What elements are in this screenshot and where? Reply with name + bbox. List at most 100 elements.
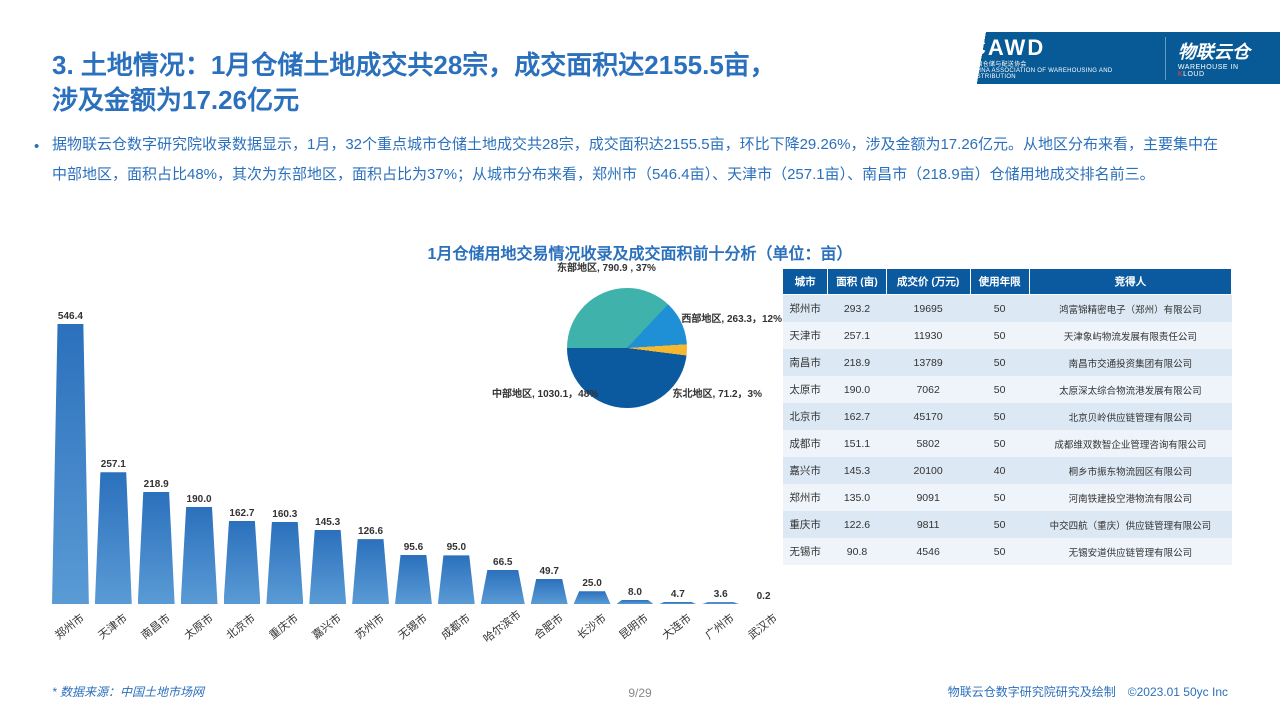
table-cell: 太原深太综合物流港发展有限公司 xyxy=(1029,376,1231,403)
data-source: * 数据来源：中国土地市场网 xyxy=(52,683,204,700)
table-cell: 无锡市 xyxy=(783,538,828,565)
table-cell: 南昌市交通投资集团有限公司 xyxy=(1029,349,1231,376)
bar-rect xyxy=(95,472,132,604)
table-row: 南昌市218.91378950南昌市交通投资集团有限公司 xyxy=(783,349,1232,376)
table-cell: 河南铁建投空港物流有限公司 xyxy=(1029,484,1231,511)
chart-title: 1月仓储用地交易情况收录及成交面积前十分析（单位：亩） xyxy=(0,240,1280,264)
bar-value: 145.3 xyxy=(315,517,340,528)
table-cell: 293.2 xyxy=(828,295,886,323)
table-cell: 南昌市 xyxy=(783,349,828,376)
wulian-logo: 物联云仓 WAREHOUSE IN KLOUD xyxy=(1178,38,1265,78)
table-cell: 90.8 xyxy=(828,538,886,565)
table-cell: 190.0 xyxy=(828,376,886,403)
bar-label: 长沙市 xyxy=(573,610,609,643)
table-cell: 郑州市 xyxy=(783,295,828,323)
bar-rect xyxy=(481,570,525,604)
table-row: 天津市257.11193050天津象屿物流发展有限责任公司 xyxy=(783,322,1232,349)
bar-item: 66.5哈尔滨市 xyxy=(481,557,525,626)
bar-label: 昆明市 xyxy=(616,610,652,643)
bar-rect xyxy=(617,600,654,604)
bar-item: 160.3重庆市 xyxy=(266,509,303,626)
cawd-logo: CAWD 中国仓储与配送协会 CHINA ASSOCIATION OF WARE… xyxy=(970,37,1166,80)
copyright: 物联云仓数字研究院研究及绘制 ©2023.01 50yc Inc xyxy=(948,683,1228,700)
table-cell: 50 xyxy=(970,349,1029,376)
bar-label: 哈尔滨市 xyxy=(479,606,524,646)
bar-value: 95.6 xyxy=(404,542,423,553)
table-cell: 成都市 xyxy=(783,430,828,457)
bar-item: 3.6广州市 xyxy=(702,589,739,626)
table-cell: 4546 xyxy=(886,538,970,565)
table-cell: 50 xyxy=(970,295,1029,323)
bar-label: 大连市 xyxy=(659,610,695,643)
bar-rect xyxy=(181,507,218,604)
table-cell: 40 xyxy=(970,457,1029,484)
bar-rect xyxy=(659,602,696,604)
table-cell: 天津象屿物流发展有限责任公司 xyxy=(1029,322,1231,349)
table-cell: 50 xyxy=(970,376,1029,403)
bar-item: 126.6苏州市 xyxy=(352,526,389,626)
bar-item: 25.0长沙市 xyxy=(574,578,611,626)
table-cell: 9811 xyxy=(886,511,970,538)
bar-rect xyxy=(531,579,568,604)
bar-item: 162.7北京市 xyxy=(224,508,261,626)
table-cell: 13789 xyxy=(886,349,970,376)
table-cell: 257.1 xyxy=(828,322,886,349)
table-cell: 50 xyxy=(970,538,1029,565)
table-cell: 嘉兴市 xyxy=(783,457,828,484)
table-cell: 50 xyxy=(970,403,1029,430)
bar-rect xyxy=(266,522,303,604)
table-row: 嘉兴市145.32010040桐乡市振东物流园区有限公司 xyxy=(783,457,1232,484)
table-cell: 20100 xyxy=(886,457,970,484)
bar-label: 武汉市 xyxy=(745,610,781,643)
table-header: 成交价 (万元) xyxy=(886,269,970,295)
bar-item: 218.9南昌市 xyxy=(138,479,175,626)
table-cell: 50 xyxy=(970,511,1029,538)
pie-label-west: 西部地区, 263.3，12% xyxy=(681,313,782,326)
bar-item: 145.3嘉兴市 xyxy=(309,517,346,626)
table-cell: 11930 xyxy=(886,322,970,349)
bar-label: 嘉兴市 xyxy=(309,610,345,643)
bar-rect xyxy=(438,555,475,604)
bar-label: 南昌市 xyxy=(137,610,173,643)
table-cell: 鸿富锦精密电子（郑州）有限公司 xyxy=(1029,295,1231,323)
bar-value: 218.9 xyxy=(144,479,169,490)
table-header: 竞得人 xyxy=(1029,269,1231,295)
bar-value: 257.1 xyxy=(101,459,126,470)
bar-value: 95.0 xyxy=(447,542,466,553)
bar-item: 8.0昆明市 xyxy=(617,587,654,626)
pie-label-east: 东部地区, 790.9 , 37% xyxy=(557,262,656,275)
table-row: 无锡市90.8454650无锡安道供应链管理有限公司 xyxy=(783,538,1232,565)
table-cell: 天津市 xyxy=(783,322,828,349)
table-header: 城市 xyxy=(783,269,828,295)
bar-value: 49.7 xyxy=(539,566,558,577)
bar-value: 126.6 xyxy=(358,526,383,537)
bar-label: 苏州市 xyxy=(352,610,388,643)
table-cell: 成都维双数智企业管理咨询有限公司 xyxy=(1029,430,1231,457)
bar-label: 合肥市 xyxy=(530,610,566,643)
table-cell: 北京贝岭供应链管理有限公司 xyxy=(1029,403,1231,430)
bar-label: 成都市 xyxy=(437,610,473,643)
data-table: 城市面积 (亩)成交价 (万元)使用年限竞得人 郑州市293.21969550鸿… xyxy=(782,268,1232,565)
table-cell: 45170 xyxy=(886,403,970,430)
bar-value: 66.5 xyxy=(493,557,512,568)
bar-value: 160.3 xyxy=(272,509,297,520)
bar-label: 重庆市 xyxy=(266,610,302,643)
bar-rect xyxy=(138,492,175,604)
table-cell: 北京市 xyxy=(783,403,828,430)
table-cell: 122.6 xyxy=(828,511,886,538)
table-cell: 218.9 xyxy=(828,349,886,376)
bar-label: 北京市 xyxy=(223,610,259,643)
bar-item: 257.1天津市 xyxy=(95,459,132,626)
table-header: 使用年限 xyxy=(970,269,1029,295)
bar-rect xyxy=(52,324,89,604)
table-cell: 135.0 xyxy=(828,484,886,511)
table-cell: 9091 xyxy=(886,484,970,511)
table-cell: 50 xyxy=(970,484,1029,511)
bar-rect xyxy=(352,539,389,604)
bar-label: 无锡市 xyxy=(394,610,430,643)
bar-value: 190.0 xyxy=(187,494,212,505)
bar-label: 太原市 xyxy=(180,610,216,643)
bar-item: 95.6无锡市 xyxy=(395,542,432,626)
bar-chart: 546.4郑州市257.1天津市218.9南昌市190.0太原市162.7北京市… xyxy=(52,326,782,626)
table-header: 面积 (亩) xyxy=(828,269,886,295)
